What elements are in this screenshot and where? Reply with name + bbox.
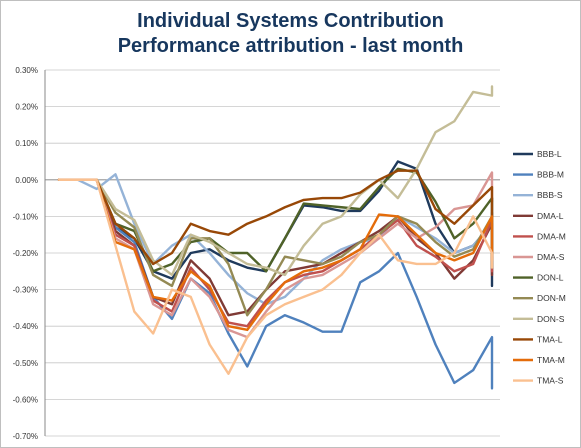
- legend-label: DMA-L: [537, 211, 564, 221]
- y-tick-label: -0.40%: [13, 322, 38, 331]
- legend-label: DON-L: [537, 273, 564, 283]
- series-line-tma-l: [57, 169, 494, 266]
- gridlines: [45, 69, 500, 437]
- series-line-don-s: [57, 85, 494, 277]
- legend-label: TMA-S: [537, 376, 564, 386]
- series-line-tma-m: [57, 178, 494, 332]
- legend-label: BBB-S: [537, 190, 563, 200]
- y-tick-label: 0.30%: [15, 66, 38, 75]
- legend-label: DON-S: [537, 314, 565, 324]
- series-line-bbb-s: [57, 173, 494, 306]
- y-tick-label: -0.70%: [13, 432, 38, 441]
- legend-label: DMA-S: [537, 252, 565, 262]
- y-tick-label: -0.30%: [13, 286, 38, 295]
- y-axis: 0.30% 0.20% 0.10% 0.00% -0.10% -0.20% -0.30% -0…: [13, 66, 46, 441]
- y-tick-label: 0.00%: [15, 176, 38, 185]
- legend-label: TMA-M: [537, 355, 565, 365]
- y-tick-label: -0.10%: [13, 212, 38, 221]
- legend-label: BBB-L: [537, 149, 562, 159]
- y-tick-label: -0.50%: [13, 359, 38, 368]
- legend-label: BBB-M: [537, 170, 564, 180]
- chart-title: Individual Systems Contribution: [137, 10, 444, 32]
- legend-label: TMA-L: [537, 334, 563, 344]
- series-line-tma-s: [57, 178, 494, 375]
- y-tick-label: -0.20%: [13, 249, 38, 258]
- y-tick-label: -0.60%: [13, 395, 38, 404]
- chart-subtitle: Performance attribution - last month: [117, 35, 464, 57]
- series-lines: [57, 85, 494, 390]
- legend-label: DMA-M: [537, 231, 566, 241]
- y-tick-label: 0.10%: [15, 139, 38, 148]
- y-tick-label: 0.20%: [15, 103, 38, 112]
- legend-label: DON-M: [537, 293, 566, 303]
- legend: BBB-L BBB-M BBB-S DMA-L DMA-M DMA-S DON-L DON-M…: [513, 149, 566, 386]
